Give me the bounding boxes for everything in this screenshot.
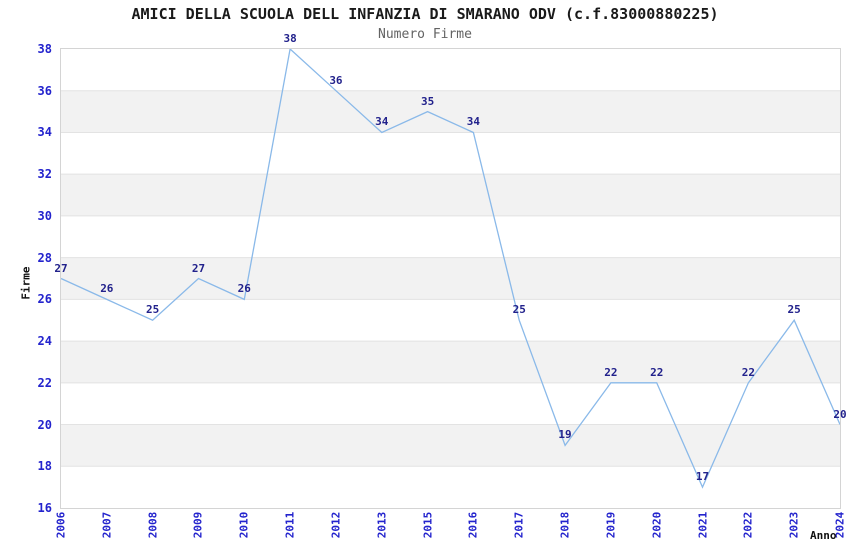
grid-band [61,466,840,508]
x-tick-label: 2018 [558,511,572,539]
x-tick-label: 2019 [604,511,618,539]
data-point-label: 26 [237,282,251,296]
data-point-label: 34 [466,115,481,129]
y-tick-label: 38 [37,42,52,56]
x-tick-label: 2012 [329,511,343,539]
y-tick-label: 30 [37,208,52,223]
grid-band [61,49,840,92]
x-tick-label: 2006 [54,511,68,539]
x-tick-label: 2015 [421,511,435,539]
chart-subtitle: Numero Firme [378,27,472,42]
y-tick-label: 24 [37,334,52,349]
x-tick-label: 2011 [283,511,297,539]
x-tick-label: 2022 [741,511,755,539]
data-point-label: 22 [650,365,664,379]
plot-area [60,48,841,509]
grid-band [61,90,840,133]
x-tick-label: 2020 [650,511,664,539]
grid-band [61,299,840,342]
grid-band [61,341,840,384]
data-point-label: 22 [604,365,618,379]
x-tick-label: 2007 [100,511,114,539]
y-tick-label: 26 [37,292,52,307]
grid-band [61,174,840,217]
y-tick-label: 34 [37,125,52,140]
data-point-label: 22 [741,365,755,379]
data-point-label: 25 [146,303,160,317]
y-tick-label: 20 [37,417,52,432]
data-point-label: 38 [283,32,297,45]
y-tick-label: 18 [37,459,52,474]
grid-band [61,132,840,175]
y-tick-label: 22 [37,375,52,390]
data-point-label: 27 [54,261,68,275]
data-point-label: 27 [191,261,206,275]
grid-band [61,257,840,300]
x-tick-label: 2013 [375,511,389,539]
x-tick-label: 2010 [237,511,251,539]
data-point-label: 35 [420,94,435,108]
x-axis-label: Anno [810,529,837,542]
x-tick-label: 2008 [146,511,160,539]
data-point-label: 25 [787,303,801,317]
x-tick-label: 2016 [466,511,480,539]
data-point-label: 17 [695,470,710,484]
data-point-label: 20 [833,407,847,421]
grid-band [61,215,840,259]
x-tick-label: 2009 [191,511,205,539]
y-tick-label: 16 [37,501,52,515]
x-tick-label: 2021 [696,511,710,539]
x-tick-label: 2017 [512,511,526,539]
data-point-label: 36 [329,73,343,87]
data-point-label: 34 [375,115,389,129]
grid-band [61,382,840,426]
y-tick-label: 36 [37,83,52,98]
data-point-label: 25 [512,303,526,317]
y-tick-label: 32 [37,167,52,182]
chart-title: AMICI DELLA SCUOLA DELL INFANZIA DI SMAR… [131,5,719,23]
data-line [61,49,840,489]
data-point-label: 26 [100,282,114,296]
x-tick-label: 2023 [787,511,801,539]
data-point-label: 19 [558,428,572,442]
y-tick-label: 28 [37,250,52,265]
grid-band [61,424,840,467]
